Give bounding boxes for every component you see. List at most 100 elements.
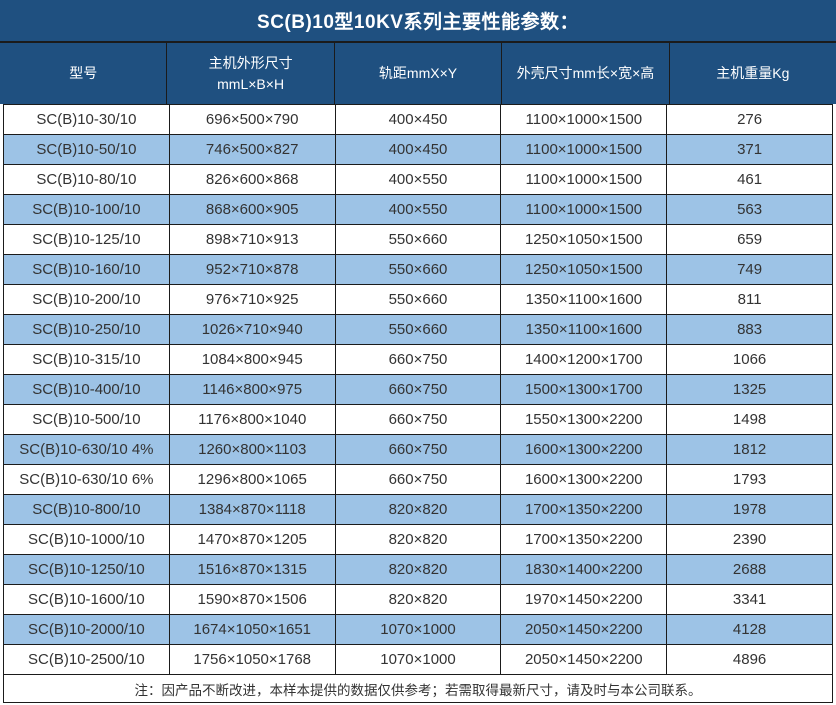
table-body-wrap: SC(B)10-30/10 696×500×790 400×450 1100×1000… [0, 104, 836, 703]
table-row: SC(B)10-800/10 1384×870×1118 820×820 1700×1… [3, 494, 833, 525]
table-row: SC(B)10-100/10 868×600×905 400×550 1100×100… [3, 194, 833, 225]
table-cell: 1970×1450×2200 [500, 584, 668, 615]
table-row: SC(B)10-630/10 6% 1296×800×1065 660×750 160… [3, 464, 833, 495]
table-cell: SC(B)10-125/10 [3, 224, 170, 255]
table-cell: SC(B)10-400/10 [3, 374, 170, 405]
table-row: SC(B)10-1600/10 1590×870×1506 820×820 1970×… [3, 584, 833, 615]
table-cell: 1550×1300×2200 [500, 404, 668, 435]
table-row: SC(B)10-30/10 696×500×790 400×450 1100×1000… [3, 104, 833, 135]
table-cell: 1812 [666, 434, 833, 465]
table-cell: SC(B)10-30/10 [3, 104, 170, 135]
table-cell: 1400×1200×1700 [500, 344, 668, 375]
table-cell: 461 [666, 164, 833, 195]
col-header-label: 外壳尺寸mm长×宽×高 [516, 65, 655, 81]
table-row: SC(B)10-125/10 898×710×913 550×660 1250×105… [3, 224, 833, 255]
table-cell: 3341 [666, 584, 833, 615]
table-cell: 1250×1050×1500 [500, 224, 668, 255]
table-cell: 660×750 [334, 464, 502, 495]
table-cell: 898×710×913 [168, 224, 336, 255]
table-cell: 563 [666, 194, 833, 225]
table-row: SC(B)10-500/10 1176×800×1040 660×750 1550×1… [3, 404, 833, 435]
footer-note-row: 注：因产品不断改进，本样本提供的数据仅供参考；若需取得最新尺寸，请及时与本公司联… [3, 675, 833, 703]
table-cell: 659 [666, 224, 833, 255]
table-row: SC(B)10-1250/10 1516×870×1315 820×820 1830×… [3, 554, 833, 585]
table-cell: 820×820 [334, 584, 502, 615]
footer-note: 注：因产品不断改进，本样本提供的数据仅供参考；若需取得最新尺寸，请及时与本公司联… [134, 682, 702, 698]
col-header-enclosure-size: 外壳尺寸mm长×宽×高 [501, 43, 668, 104]
col-header-model: 型号 [0, 43, 166, 104]
table-cell: SC(B)10-315/10 [3, 344, 170, 375]
table-cell: 1756×1050×1768 [168, 644, 336, 675]
table-row: SC(B)10-200/10 976×710×925 550×660 1350×110… [3, 284, 833, 315]
col-header-label: 主机外形尺寸 [208, 54, 293, 71]
table-cell: 1350×1100×1600 [500, 284, 668, 315]
table-cell: SC(B)10-100/10 [3, 194, 170, 225]
table-cell: 1793 [666, 464, 833, 495]
table-cell: 1384×870×1118 [168, 494, 336, 525]
table-cell: 749 [666, 254, 833, 285]
table-cell: 1590×870×1506 [168, 584, 336, 615]
table-cell: 400×550 [334, 194, 502, 225]
table-cell: 820×820 [334, 554, 502, 585]
table-cell: 4128 [666, 614, 833, 645]
table-cell: 400×450 [334, 134, 502, 165]
table-cell: SC(B)10-200/10 [3, 284, 170, 315]
table-cell: 1100×1000×1500 [500, 164, 668, 195]
spec-table: SC(B)10-30/10 696×500×790 400×450 1100×1000… [3, 104, 833, 675]
table-cell: 2688 [666, 554, 833, 585]
table-cell: SC(B)10-160/10 [3, 254, 170, 285]
table-cell: 660×750 [334, 404, 502, 435]
col-header-main-dimensions: 主机外形尺寸 mmL×B×H [166, 43, 333, 104]
title-bar: SC(B)10型10KV系列主要性能参数： [0, 0, 836, 43]
table-cell: SC(B)10-250/10 [3, 314, 170, 345]
table-cell: 550×660 [334, 284, 502, 315]
table-cell: 1176×800×1040 [168, 404, 336, 435]
table-row: SC(B)10-1000/10 1470×870×1205 820×820 1700×… [3, 524, 833, 555]
table-cell: 1350×1100×1600 [500, 314, 668, 345]
table-cell: 276 [666, 104, 833, 135]
table-row: SC(B)10-50/10 746×500×827 400×450 1100×1000… [3, 134, 833, 165]
col-header-label: 型号 [69, 65, 98, 81]
table-cell: 976×710×925 [168, 284, 336, 315]
table-cell: 868×600×905 [168, 194, 336, 225]
table-row: SC(B)10-160/10 952×710×878 550×660 1250×105… [3, 254, 833, 285]
table-cell: 1026×710×940 [168, 314, 336, 345]
table-cell: 1600×1300×2200 [500, 464, 668, 495]
table-body: SC(B)10-30/10 696×500×790 400×450 1100×1000… [3, 104, 833, 675]
table-cell: 811 [666, 284, 833, 315]
table-cell: 1830×1400×2200 [500, 554, 668, 585]
table-cell: 4896 [666, 644, 833, 675]
table-cell: SC(B)10-80/10 [3, 164, 170, 195]
table-cell: 1100×1000×1500 [500, 134, 668, 165]
table-cell: 550×660 [334, 314, 502, 345]
table-cell: SC(B)10-2500/10 [3, 644, 170, 675]
table-cell: 660×750 [334, 344, 502, 375]
page-title: SC(B)10型10KV系列主要性能参数： [257, 12, 579, 33]
table-cell: 1100×1000×1500 [500, 104, 668, 135]
col-header-label: 主机重量Kg [716, 65, 790, 81]
table-cell: 696×500×790 [168, 104, 336, 135]
table-cell: 820×820 [334, 494, 502, 525]
table-cell: 1500×1300×1700 [500, 374, 668, 405]
table-cell: SC(B)10-630/10 6% [3, 464, 170, 495]
table-cell: SC(B)10-1600/10 [3, 584, 170, 615]
table-cell: 550×660 [334, 224, 502, 255]
table-cell: SC(B)10-1250/10 [3, 554, 170, 585]
table-cell: 1070×1000 [334, 614, 502, 645]
table-header-row: 型号 主机外形尺寸 mmL×B×H 轨距mmX×Y 外壳尺寸mm长×宽×高 主机… [0, 43, 836, 104]
col-header-label: 轨距mmX×Y [378, 65, 458, 81]
table-cell: 400×450 [334, 104, 502, 135]
table-cell: 1100×1000×1500 [500, 194, 668, 225]
table-cell: 746×500×827 [168, 134, 336, 165]
table-cell: 1066 [666, 344, 833, 375]
table-cell: 1146×800×975 [168, 374, 336, 405]
table-cell: 952×710×878 [168, 254, 336, 285]
table-cell: 1250×1050×1500 [500, 254, 668, 285]
table-cell: 1470×870×1205 [168, 524, 336, 555]
table-cell: 1978 [666, 494, 833, 525]
table-cell: 883 [666, 314, 833, 345]
table-cell: SC(B)10-50/10 [3, 134, 170, 165]
table-cell: 1084×800×945 [168, 344, 336, 375]
col-header-sublabel: mmL×B×H [217, 75, 285, 92]
